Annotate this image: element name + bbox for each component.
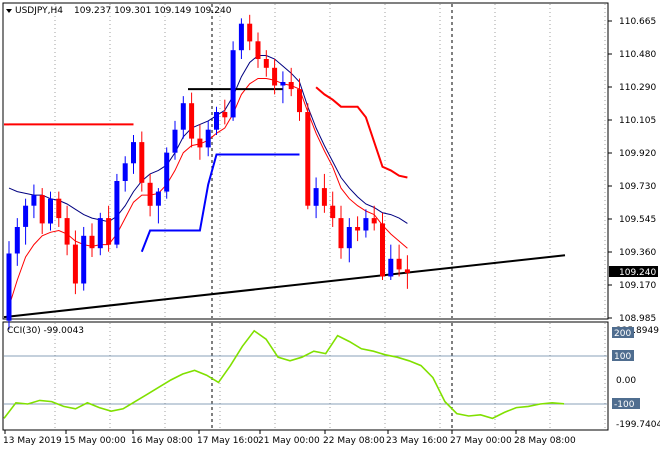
candle-body[interactable] — [346, 227, 352, 249]
price-tick-label: 109.170 — [619, 281, 656, 291]
time-tick-label: 15 May 00:00 — [64, 436, 126, 446]
candle-body[interactable] — [305, 112, 311, 206]
candle-body[interactable] — [155, 191, 161, 206]
candle-body[interactable] — [97, 218, 103, 249]
candle-body[interactable] — [297, 89, 302, 113]
indicator-plot-frame — [2, 321, 609, 431]
candle-body[interactable] — [14, 227, 20, 254]
candle-body[interactable] — [172, 129, 178, 153]
symbol-label: USDJPY,H4 — [15, 6, 63, 16]
candle-body[interactable] — [247, 23, 253, 42]
candle-body[interactable] — [272, 67, 278, 86]
cci-level-tag — [612, 398, 640, 409]
candle-body[interactable] — [280, 82, 286, 86]
candle-body[interactable] — [48, 198, 53, 224]
candle-body[interactable] — [31, 195, 37, 206]
price-tick-label: 110.105 — [619, 116, 656, 126]
price-tick-label: 108.985 — [619, 314, 656, 324]
candle-body[interactable] — [89, 235, 95, 249]
cci-tick-label: -100 — [614, 400, 635, 410]
time-tick-label: 27 May 00:00 — [450, 436, 512, 446]
candle-body[interactable] — [131, 142, 136, 164]
price-tick-label: 109.545 — [619, 215, 656, 225]
current-price-label: 109.240 — [619, 268, 656, 278]
trend-line — [3, 254, 566, 319]
price-tick-label: 109.920 — [619, 149, 656, 159]
candle-body[interactable] — [321, 188, 327, 206]
candle-body[interactable] — [313, 188, 319, 206]
cci-tick-label: 235.8949 — [616, 326, 659, 336]
candle-body[interactable] — [230, 50, 236, 118]
candle-body[interactable] — [23, 205, 29, 227]
candle-body[interactable] — [238, 23, 244, 51]
candle-body[interactable] — [39, 195, 45, 224]
cci-tick-label: 200 — [614, 329, 631, 339]
candle-body[interactable] — [81, 235, 87, 284]
candle-body[interactable] — [147, 182, 153, 206]
cci-label: CCI(30) -99.0043 — [7, 326, 84, 336]
price-tick-label: 109.360 — [619, 248, 656, 258]
time-axis: 13 May 2019 15 May 00:00 16 May 08:00 17 Ma… — [3, 430, 576, 446]
candle-body[interactable] — [255, 41, 261, 59]
candle-body[interactable] — [72, 244, 78, 284]
candle-body[interactable] — [64, 218, 70, 245]
cci-indicator — [3, 329, 565, 420]
time-tick-label: 22 May 08:00 — [323, 436, 385, 446]
collapse-triangle-icon[interactable] — [6, 9, 12, 13]
stop-line-red — [315, 86, 408, 179]
candle-body[interactable] — [388, 258, 394, 277]
time-tick-label: 13 May 2019 — [3, 436, 62, 446]
candle-body[interactable] — [205, 129, 211, 148]
price-tick-label: 110.665 — [619, 17, 656, 27]
candle-body[interactable] — [371, 218, 377, 224]
cci-tick-label: -199.7404 — [616, 420, 660, 430]
candle-body[interactable] — [330, 205, 336, 219]
candle-body[interactable] — [338, 218, 344, 249]
candle-body[interactable] — [214, 112, 219, 130]
candle-body[interactable] — [288, 82, 294, 90]
price-tick-label: 110.290 — [619, 83, 656, 93]
candle-body[interactable] — [380, 223, 385, 277]
candle-body[interactable] — [139, 142, 145, 183]
time-tick-label: 23 May 16:00 — [386, 436, 448, 446]
time-tick-label: 28 May 08:00 — [514, 436, 576, 446]
candle-body[interactable] — [6, 253, 12, 321]
candle-body[interactable] — [56, 198, 62, 219]
price-tick-label: 110.480 — [619, 50, 656, 60]
cci-tick-label: 0.00 — [616, 376, 636, 386]
candle-body[interactable] — [122, 163, 128, 181]
candle-body[interactable] — [355, 227, 361, 231]
cci-line — [3, 329, 565, 420]
time-tick-label: 17 May 16:00 — [197, 436, 259, 446]
price-axis: 110.665 110.480 110.290 110.105 109.920 109.7… — [608, 17, 656, 324]
current-price-tag — [609, 266, 658, 277]
time-tick-label: 21 May 00:00 — [258, 436, 320, 446]
candle-body[interactable] — [396, 258, 402, 270]
candle-body[interactable] — [106, 218, 112, 245]
ohlc-label: 109.237 109.301 109.149 109.240 — [74, 6, 232, 16]
price-tick-label: 109.730 — [619, 182, 656, 192]
candle-body[interactable] — [180, 103, 186, 130]
candle-body[interactable] — [222, 112, 228, 118]
candlesticks[interactable] — [6, 14, 410, 330]
candle-body[interactable] — [114, 181, 120, 245]
cci-tick-label: 100 — [614, 352, 631, 362]
cci-level-tag — [612, 350, 634, 361]
candle-body[interactable] — [404, 269, 410, 273]
candle-body[interactable] — [197, 138, 203, 148]
candle-body[interactable] — [164, 152, 170, 192]
candle-body[interactable] — [189, 103, 195, 139]
time-tick-label: 16 May 08:00 — [131, 436, 193, 446]
candle-body[interactable] — [363, 218, 369, 231]
cci-level-tag — [612, 327, 634, 338]
stop-line-blue — [140, 153, 300, 253]
candle-body[interactable] — [263, 59, 269, 68]
grid-lines — [4, 4, 607, 429]
